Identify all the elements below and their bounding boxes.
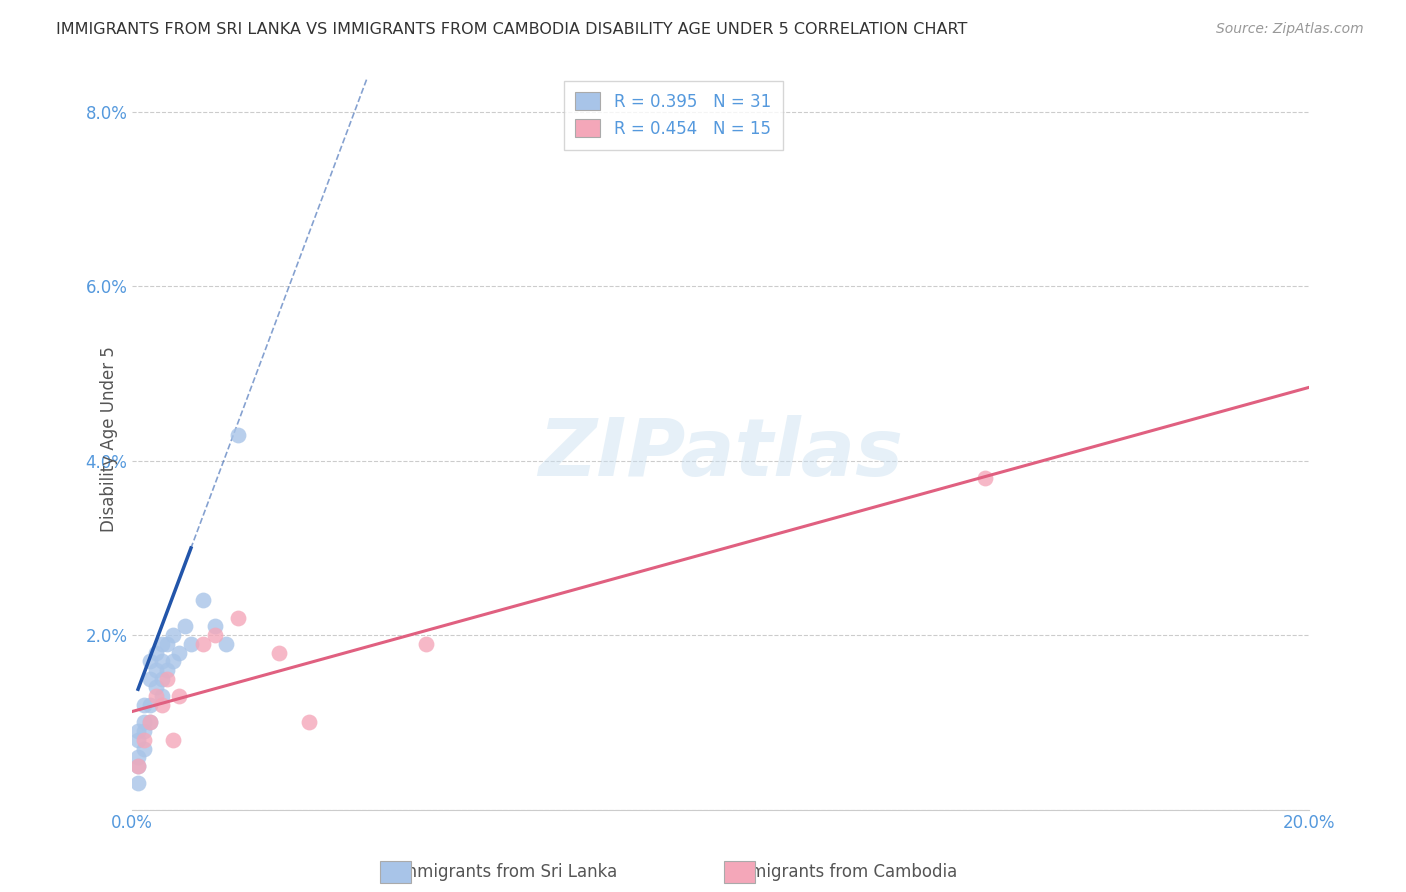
Point	[127, 732, 149, 747]
Point	[156, 663, 179, 677]
Point	[269, 646, 291, 660]
Point	[162, 654, 184, 668]
Point	[145, 663, 167, 677]
Point	[127, 776, 149, 790]
Point	[150, 690, 173, 704]
Point	[145, 690, 167, 704]
Point	[297, 715, 319, 730]
Text: Source: ZipAtlas.com: Source: ZipAtlas.com	[1216, 22, 1364, 37]
Point	[174, 619, 197, 633]
Point	[127, 724, 149, 739]
Point	[215, 637, 238, 651]
Point	[127, 759, 149, 773]
Point	[132, 724, 155, 739]
Point	[132, 741, 155, 756]
Point	[150, 672, 173, 686]
Text: IMMIGRANTS FROM SRI LANKA VS IMMIGRANTS FROM CAMBODIA DISABILITY AGE UNDER 5 COR: IMMIGRANTS FROM SRI LANKA VS IMMIGRANTS …	[56, 22, 967, 37]
Point	[415, 637, 437, 651]
Point	[156, 672, 179, 686]
Point	[150, 698, 173, 712]
Point	[180, 637, 202, 651]
Point	[204, 619, 226, 633]
Point	[162, 628, 184, 642]
Point	[139, 654, 162, 668]
Point	[191, 593, 214, 607]
Point	[132, 715, 155, 730]
Text: Immigrants from Sri Lanka: Immigrants from Sri Lanka	[395, 863, 617, 881]
Point	[204, 628, 226, 642]
Point	[167, 690, 190, 704]
Point	[139, 672, 162, 686]
Point	[226, 611, 249, 625]
Point	[226, 427, 249, 442]
Point	[127, 759, 149, 773]
Point	[150, 654, 173, 668]
Legend: R = 0.395   N = 31, R = 0.454   N = 15: R = 0.395 N = 31, R = 0.454 N = 15	[564, 80, 783, 150]
Text: ZIPatlas: ZIPatlas	[538, 415, 903, 493]
Point	[162, 732, 184, 747]
Point	[132, 698, 155, 712]
Point	[127, 750, 149, 764]
Point	[145, 646, 167, 660]
Y-axis label: Disability Age Under 5: Disability Age Under 5	[100, 346, 118, 532]
Point	[139, 715, 162, 730]
Point	[139, 715, 162, 730]
Point	[167, 646, 190, 660]
Point	[156, 637, 179, 651]
Text: Immigrants from Cambodia: Immigrants from Cambodia	[730, 863, 957, 881]
Point	[974, 471, 997, 485]
Point	[139, 698, 162, 712]
Point	[191, 637, 214, 651]
Point	[145, 681, 167, 695]
Point	[150, 637, 173, 651]
Point	[132, 732, 155, 747]
